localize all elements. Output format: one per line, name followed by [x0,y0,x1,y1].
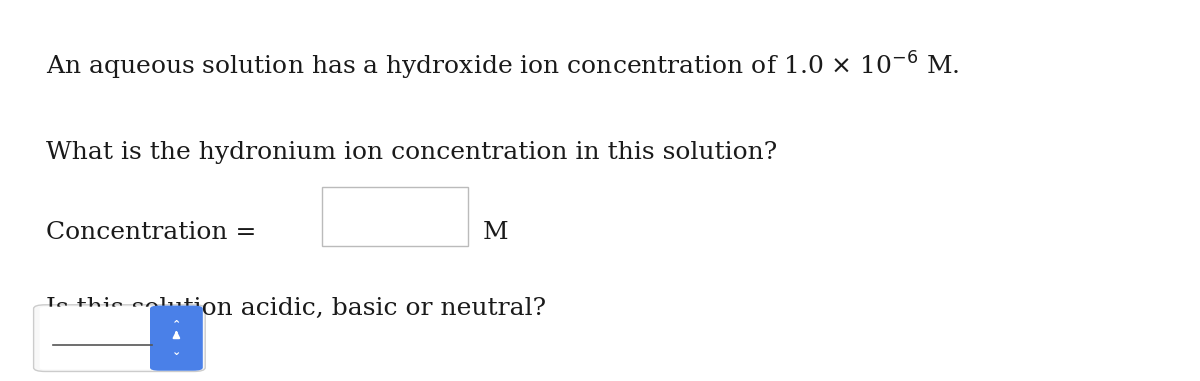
Text: ⌄: ⌄ [172,347,181,357]
Text: What is the hydronium ion concentration in this solution?: What is the hydronium ion concentration … [46,141,776,164]
Text: ⌃: ⌃ [172,320,181,330]
FancyBboxPatch shape [150,306,203,371]
FancyBboxPatch shape [322,187,468,246]
FancyBboxPatch shape [40,307,166,370]
Text: M: M [482,221,508,244]
Text: An aqueous solution has a hydroxide ion concentration of 1.0 $\times$ 10$^{-6}$ : An aqueous solution has a hydroxide ion … [46,50,959,82]
Text: Is this solution acidic, basic or neutral?: Is this solution acidic, basic or neutra… [46,297,546,320]
FancyBboxPatch shape [34,305,205,371]
Text: Concentration =: Concentration = [46,221,264,244]
